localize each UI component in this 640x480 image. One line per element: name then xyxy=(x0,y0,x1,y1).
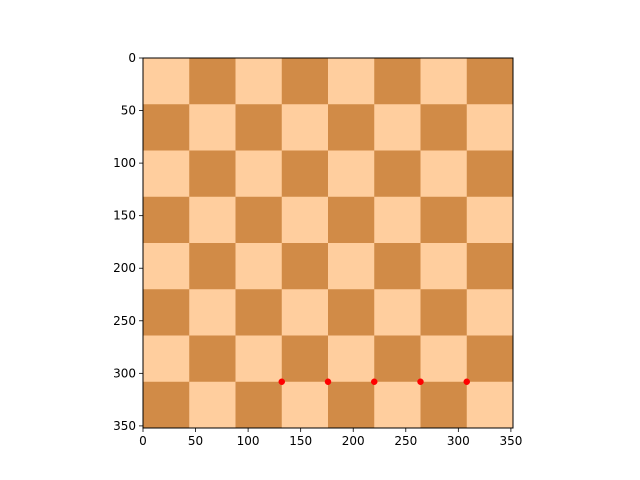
board-square-3-7 xyxy=(466,196,514,244)
board-square-7-7 xyxy=(466,381,514,429)
x-axis: 0 50 100 150 200 250 300 350 xyxy=(139,428,522,448)
board-square-7-5 xyxy=(374,381,421,429)
axes-frame xyxy=(142,57,514,429)
board-square-3-4 xyxy=(328,196,375,244)
board-square-4-6 xyxy=(420,243,468,290)
board-square-0-1 xyxy=(189,58,236,105)
board-square-5-4 xyxy=(328,289,375,336)
y-tick-label: 0 xyxy=(128,51,136,65)
board-square-1-3 xyxy=(281,104,329,151)
board-square-6-0 xyxy=(143,335,190,383)
board-square-7-1 xyxy=(189,381,236,429)
board-square-2-1 xyxy=(189,150,236,198)
x-tick-label: 150 xyxy=(289,434,312,448)
board-square-5-3 xyxy=(281,289,329,336)
y-tick-label: 100 xyxy=(113,156,136,170)
board-square-1-6 xyxy=(420,104,468,151)
board-square-6-1 xyxy=(189,335,236,383)
board-square-2-2 xyxy=(235,150,283,198)
board-square-6-4 xyxy=(328,335,375,383)
board-square-2-3 xyxy=(281,150,329,198)
scatter-point xyxy=(417,378,424,385)
scatter-point xyxy=(463,378,470,385)
board-square-1-0 xyxy=(143,104,190,151)
x-tick-label: 100 xyxy=(237,434,260,448)
board-square-3-3 xyxy=(281,196,329,244)
board-square-6-5 xyxy=(374,335,421,383)
x-tick-label: 250 xyxy=(394,434,417,448)
board-square-4-1 xyxy=(189,243,236,290)
board-square-2-5 xyxy=(374,150,421,198)
board-square-3-2 xyxy=(235,196,283,244)
board-square-5-2 xyxy=(235,289,283,336)
board-square-4-2 xyxy=(235,243,283,290)
board-square-1-4 xyxy=(328,104,375,151)
board-square-4-3 xyxy=(281,243,329,290)
y-tick-label: 200 xyxy=(113,261,136,275)
board-square-1-5 xyxy=(374,104,421,151)
board-square-5-7 xyxy=(466,289,514,336)
board-square-6-2 xyxy=(235,335,283,383)
board-square-5-6 xyxy=(420,289,468,336)
board-square-7-6 xyxy=(420,381,468,429)
board-square-2-6 xyxy=(420,150,468,198)
board-square-1-2 xyxy=(235,104,283,151)
board-square-7-0 xyxy=(143,381,190,429)
board-square-5-5 xyxy=(374,289,421,336)
board-square-5-1 xyxy=(189,289,236,336)
x-tick-label: 300 xyxy=(447,434,470,448)
y-tick-label: 300 xyxy=(113,366,136,380)
board-square-0-0 xyxy=(143,58,190,105)
x-tick-label: 350 xyxy=(499,434,522,448)
board-square-6-3 xyxy=(281,335,329,383)
board-square-2-0 xyxy=(143,150,190,198)
board-square-1-7 xyxy=(466,104,514,151)
scatter-point xyxy=(278,378,285,385)
board-square-7-2 xyxy=(235,381,283,429)
board-square-4-7 xyxy=(466,243,514,290)
board-square-2-7 xyxy=(466,150,514,198)
board-square-5-0 xyxy=(143,289,190,336)
x-tick-label: 200 xyxy=(342,434,365,448)
board-square-4-4 xyxy=(328,243,375,290)
board-square-3-1 xyxy=(189,196,236,244)
axes-spines xyxy=(142,57,514,429)
scatter-point xyxy=(371,378,378,385)
board-square-6-7 xyxy=(466,335,514,383)
board-square-7-3 xyxy=(281,381,329,429)
y-tick-label: 250 xyxy=(113,314,136,328)
board-square-0-7 xyxy=(466,58,514,105)
board-square-2-4 xyxy=(328,150,375,198)
board-square-4-0 xyxy=(143,243,190,290)
y-axis: 0 50 100 150 200 250 300 350 xyxy=(113,51,143,433)
board-square-6-6 xyxy=(420,335,468,383)
x-tick-label: 50 xyxy=(188,434,203,448)
board-square-3-5 xyxy=(374,196,421,244)
board-square-3-6 xyxy=(420,196,468,244)
x-tick-label: 0 xyxy=(139,434,147,448)
scatter-series xyxy=(278,378,470,385)
y-tick-label: 50 xyxy=(121,104,136,118)
board-square-0-6 xyxy=(420,58,468,105)
board-square-4-5 xyxy=(374,243,421,290)
scatter-point xyxy=(324,378,332,385)
y-tick-label: 150 xyxy=(113,209,136,223)
board-square-1-1 xyxy=(189,104,236,151)
board-square-0-3 xyxy=(281,58,329,105)
board-square-0-5 xyxy=(374,58,421,105)
board-square-7-4 xyxy=(328,381,375,429)
board-image xyxy=(143,58,514,429)
board-square-0-2 xyxy=(235,58,283,105)
board-square-3-0 xyxy=(143,196,190,244)
y-tick-label: 350 xyxy=(113,419,136,433)
board-square-0-4 xyxy=(328,58,375,105)
